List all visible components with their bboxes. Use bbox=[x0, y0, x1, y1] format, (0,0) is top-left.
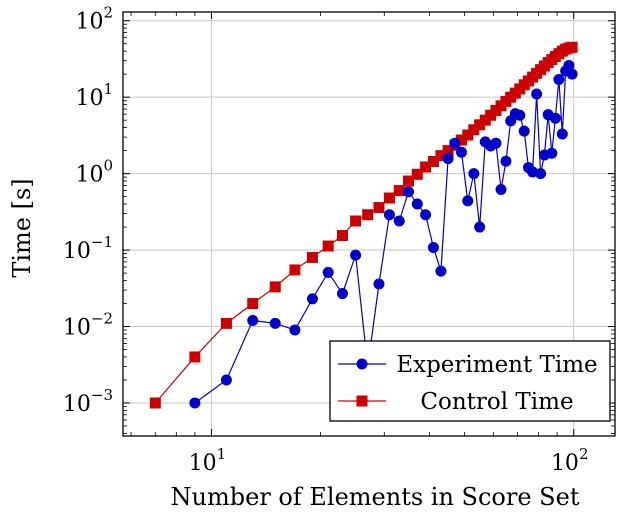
legend-label: Control Time bbox=[420, 389, 573, 415]
legend-marker-circle bbox=[356, 358, 368, 370]
data-point-circle bbox=[531, 88, 543, 100]
data-point-square bbox=[383, 192, 395, 204]
data-point-square bbox=[435, 150, 447, 162]
legend-box bbox=[329, 340, 611, 422]
data-point-circle bbox=[336, 288, 348, 300]
data-point-square bbox=[306, 251, 318, 263]
data-point-circle bbox=[549, 112, 561, 124]
data-point-circle bbox=[247, 314, 259, 326]
data-point-circle bbox=[490, 137, 502, 149]
tick-labels: 101 102 10−3 10−2 10−1 100 101 102 bbox=[63, 4, 589, 476]
data-point-square bbox=[455, 134, 467, 146]
data-point-circle bbox=[553, 74, 565, 86]
data-point-square bbox=[462, 129, 474, 141]
data-point-circle bbox=[455, 146, 467, 158]
data-point-circle bbox=[462, 195, 474, 207]
data-point-square bbox=[289, 264, 301, 276]
series-line bbox=[194, 64, 573, 404]
data-point-circle bbox=[411, 198, 423, 210]
y-tick-label: 10−3 bbox=[63, 386, 113, 417]
data-point-square bbox=[373, 202, 385, 214]
y-axis-label: Time [s] bbox=[8, 178, 36, 277]
data-point-square bbox=[427, 156, 439, 168]
data-point-circle bbox=[306, 293, 318, 305]
y-tick-label: 10−2 bbox=[63, 310, 113, 341]
data-point-circle bbox=[556, 128, 568, 140]
series-experiment-time bbox=[189, 59, 578, 409]
data-point-square bbox=[189, 351, 201, 363]
data-point-square bbox=[393, 185, 405, 197]
data-point-square bbox=[322, 240, 334, 252]
data-point-square bbox=[336, 230, 348, 242]
data-point-square bbox=[420, 161, 432, 173]
data-point-circle bbox=[420, 209, 432, 221]
data-point-circle bbox=[566, 68, 578, 80]
data-point-circle bbox=[269, 317, 281, 329]
data-point-square bbox=[468, 124, 480, 136]
legend-label: Experiment Time bbox=[396, 352, 597, 378]
x-axis-label: Number of Elements in Score Set bbox=[171, 483, 580, 511]
data-point-circle bbox=[403, 186, 415, 198]
data-point-square bbox=[442, 145, 454, 157]
data-point-circle bbox=[546, 147, 558, 159]
data-point-square bbox=[566, 41, 578, 53]
axis-ticks bbox=[123, 12, 615, 436]
data-point-square bbox=[247, 298, 259, 310]
data-point-square bbox=[411, 168, 423, 180]
data-point-circle bbox=[442, 153, 454, 165]
data-point-circle bbox=[427, 242, 439, 254]
legend: Experiment Time Control Time bbox=[329, 340, 611, 422]
data-point-circle bbox=[220, 374, 232, 386]
x-tick-label: 102 bbox=[551, 445, 589, 476]
x-tick-label: 101 bbox=[189, 445, 227, 476]
data-point-circle bbox=[563, 59, 575, 71]
data-point-circle bbox=[500, 155, 512, 167]
data-point-circle bbox=[514, 109, 526, 121]
plot-area-frame bbox=[122, 11, 616, 437]
data-point-square bbox=[350, 215, 362, 227]
data-point-circle bbox=[393, 215, 405, 227]
legend-entry: Experiment Time bbox=[338, 352, 598, 378]
data-point-circle bbox=[518, 125, 530, 137]
y-tick-label: 10−1 bbox=[63, 233, 113, 264]
data-point-circle bbox=[350, 249, 362, 261]
y-tick-label: 100 bbox=[75, 157, 113, 188]
data-point-square bbox=[362, 209, 374, 221]
data-point-circle bbox=[435, 265, 447, 277]
data-point-square bbox=[474, 119, 486, 131]
data-point-circle bbox=[289, 324, 301, 336]
legend-entry: Control Time bbox=[338, 389, 574, 415]
data-point-square bbox=[403, 175, 415, 187]
data-point-circle bbox=[322, 266, 334, 278]
data-point-circle bbox=[373, 278, 385, 290]
data-point-square bbox=[269, 281, 281, 293]
y-tick-label: 102 bbox=[75, 4, 113, 35]
data-point-square bbox=[220, 317, 232, 329]
data-point-circle bbox=[468, 168, 480, 180]
data-point-circle bbox=[449, 137, 461, 149]
data-point-circle bbox=[474, 221, 486, 233]
data-point-circle bbox=[495, 183, 507, 195]
data-series bbox=[149, 41, 578, 409]
data-point-circle bbox=[383, 209, 395, 221]
data-point-circle bbox=[189, 397, 201, 409]
y-tick-label: 101 bbox=[75, 80, 113, 111]
data-point-circle bbox=[535, 168, 547, 180]
data-point-square bbox=[149, 397, 161, 409]
legend-marker-square bbox=[356, 395, 368, 407]
